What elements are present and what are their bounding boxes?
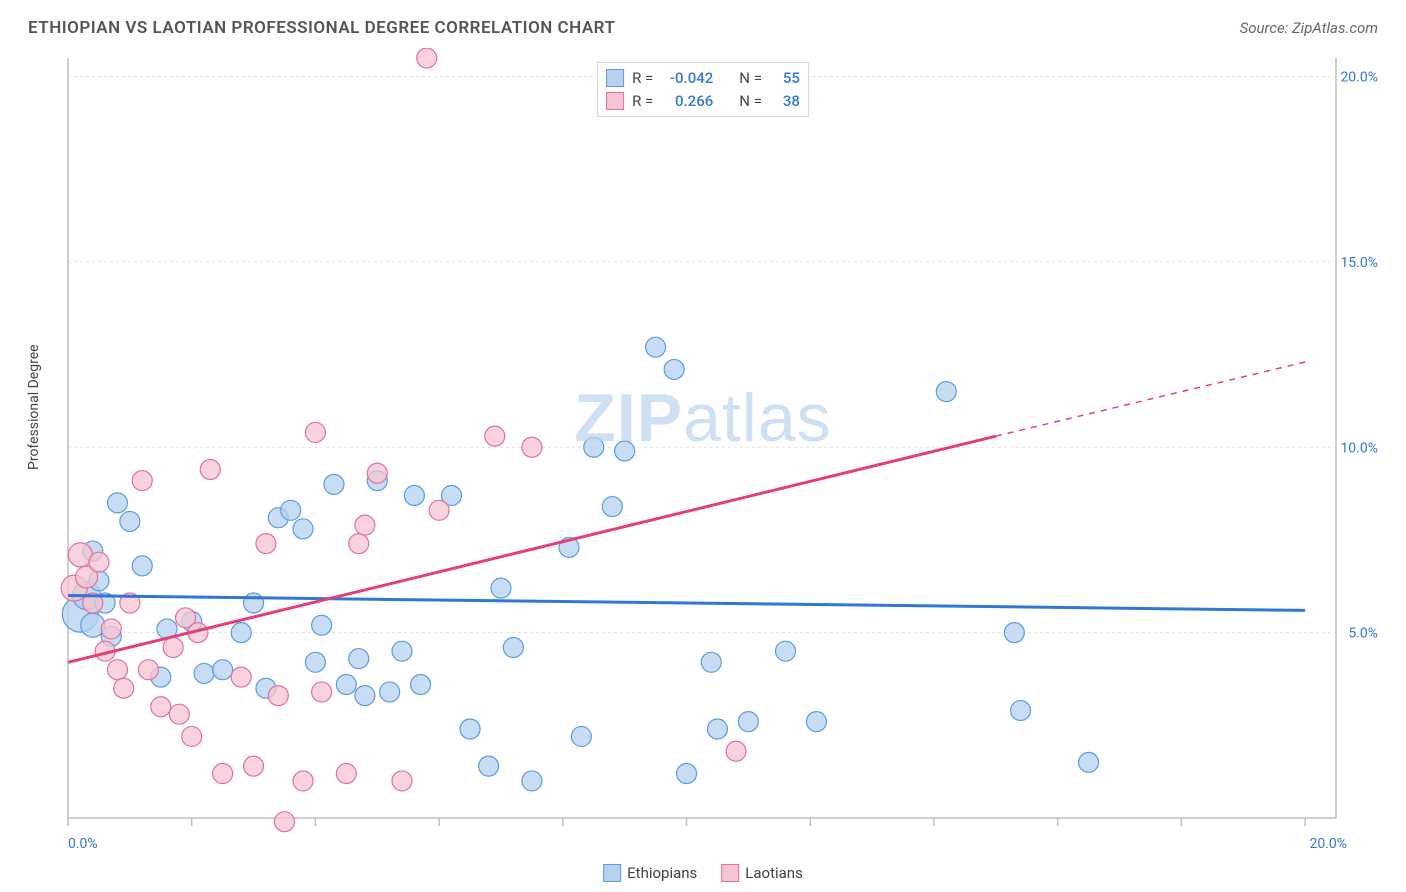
- source-prefix: Source:: [1240, 19, 1292, 37]
- header: ETHIOPIAN VS LAOTIAN PROFESSIONAL DEGREE…: [0, 0, 1406, 48]
- legend-label: Laotians: [745, 864, 803, 882]
- svg-text:0.0%: 0.0%: [68, 836, 98, 852]
- r-value: 0.266: [661, 90, 713, 113]
- svg-text:20.0%: 20.0%: [1310, 836, 1348, 852]
- legend-swatch: [606, 69, 624, 87]
- series-legend-item: Ethiopians: [603, 864, 697, 882]
- series-legend-item: Laotians: [721, 864, 803, 882]
- n-value: 38: [770, 90, 800, 113]
- r-value: -0.042: [661, 67, 713, 90]
- r-label: R =: [632, 90, 653, 113]
- legend-swatch: [606, 92, 624, 110]
- chart-stage: 5.0% 10.0% 15.0% 20.0% 0.0% 20.0% Professiona…: [20, 48, 1386, 888]
- correlation-legend-row: R = 0.266 N = 38: [606, 90, 800, 113]
- n-label: N =: [739, 90, 762, 113]
- legend-label: Ethiopians: [627, 864, 697, 882]
- legend-swatch: [721, 864, 739, 882]
- y-axis-label: Professional Degree: [26, 344, 42, 470]
- series-legend: Ethiopians Laotians: [603, 864, 803, 882]
- svg-text:15.0%: 15.0%: [1340, 255, 1378, 271]
- scatter-chart: 5.0% 10.0% 15.0% 20.0% 0.0% 20.0%: [20, 48, 1386, 888]
- n-label: N =: [739, 67, 762, 90]
- svg-text:5.0%: 5.0%: [1348, 626, 1378, 642]
- chart-title: ETHIOPIAN VS LAOTIAN PROFESSIONAL DEGREE…: [28, 18, 615, 38]
- source-name: ZipAtlas.com: [1292, 19, 1378, 37]
- legend-swatch: [603, 864, 621, 882]
- n-value: 55: [770, 67, 800, 90]
- source-credit: Source: ZipAtlas.com: [1240, 19, 1378, 37]
- correlation-legend-row: R = -0.042 N = 55: [606, 67, 800, 90]
- correlation-legend: R = -0.042 N = 55 R = 0.266 N = 38: [597, 62, 809, 117]
- svg-text:10.0%: 10.0%: [1340, 440, 1378, 456]
- r-label: R =: [632, 67, 653, 90]
- svg-text:20.0%: 20.0%: [1340, 70, 1378, 86]
